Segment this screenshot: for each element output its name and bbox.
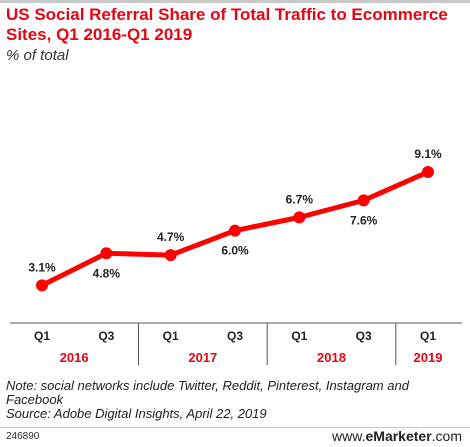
data-label: 4.7% <box>157 230 185 244</box>
chart-source: Source: Adobe Digital Insights, April 22… <box>6 406 267 421</box>
line-chart: Q1 Q3 Q1 Q3 Q1 Q3 Q1 2016 2017 2018 2019 3.1% 4.8% 4… <box>10 147 462 365</box>
top-rule <box>0 0 470 3</box>
x-tick-label: Q1 <box>420 329 436 343</box>
x-tick-label: Q3 <box>227 329 243 343</box>
data-label: 6.0% <box>221 244 249 258</box>
data-point <box>422 166 434 179</box>
chart-subtitle: % of total <box>6 47 69 64</box>
data-point <box>164 249 177 262</box>
data-label: 4.8% <box>93 266 121 280</box>
chart-note: Note: social networks include Twitter, R… <box>6 378 409 407</box>
x-axis: Q1 Q3 Q1 Q3 Q1 Q3 Q1 2016 2017 2018 2019 <box>10 322 462 365</box>
data-point <box>229 224 241 237</box>
data-labels: 3.1% 4.8% 4.7% 6.0% 6.7% 7.6% 9.1% <box>28 147 442 280</box>
brand-suffix: .com <box>431 428 462 444</box>
x-tick-label: Q1 <box>163 329 179 343</box>
brand-name: eMarketer <box>365 428 432 444</box>
x-tick-label: Q1 <box>291 329 307 343</box>
chart-id: 246890 <box>6 431 40 442</box>
brand-logo: www.eMarketer.com <box>332 428 462 444</box>
x-tick-label: Q3 <box>98 329 114 343</box>
data-point <box>357 194 370 207</box>
data-point <box>36 279 48 292</box>
data-point <box>100 247 113 260</box>
data-point <box>293 211 306 224</box>
x-group-label: 2016 <box>60 350 89 365</box>
brand-prefix: www. <box>332 428 366 444</box>
data-points <box>36 166 434 292</box>
data-label: 7.6% <box>350 213 378 227</box>
data-label: 6.7% <box>286 192 314 206</box>
chart-title: US Social Referral Share of Total Traffi… <box>6 5 448 44</box>
x-group-label: 2019 <box>414 350 443 365</box>
x-group-label: 2018 <box>317 350 346 365</box>
data-label: 3.1% <box>28 260 56 274</box>
x-tick-label: Q3 <box>356 329 372 343</box>
data-label: 9.1% <box>414 147 442 161</box>
x-tick-label: Q1 <box>34 329 50 343</box>
x-group-label: 2017 <box>188 350 217 365</box>
bottom-rule <box>0 427 470 428</box>
